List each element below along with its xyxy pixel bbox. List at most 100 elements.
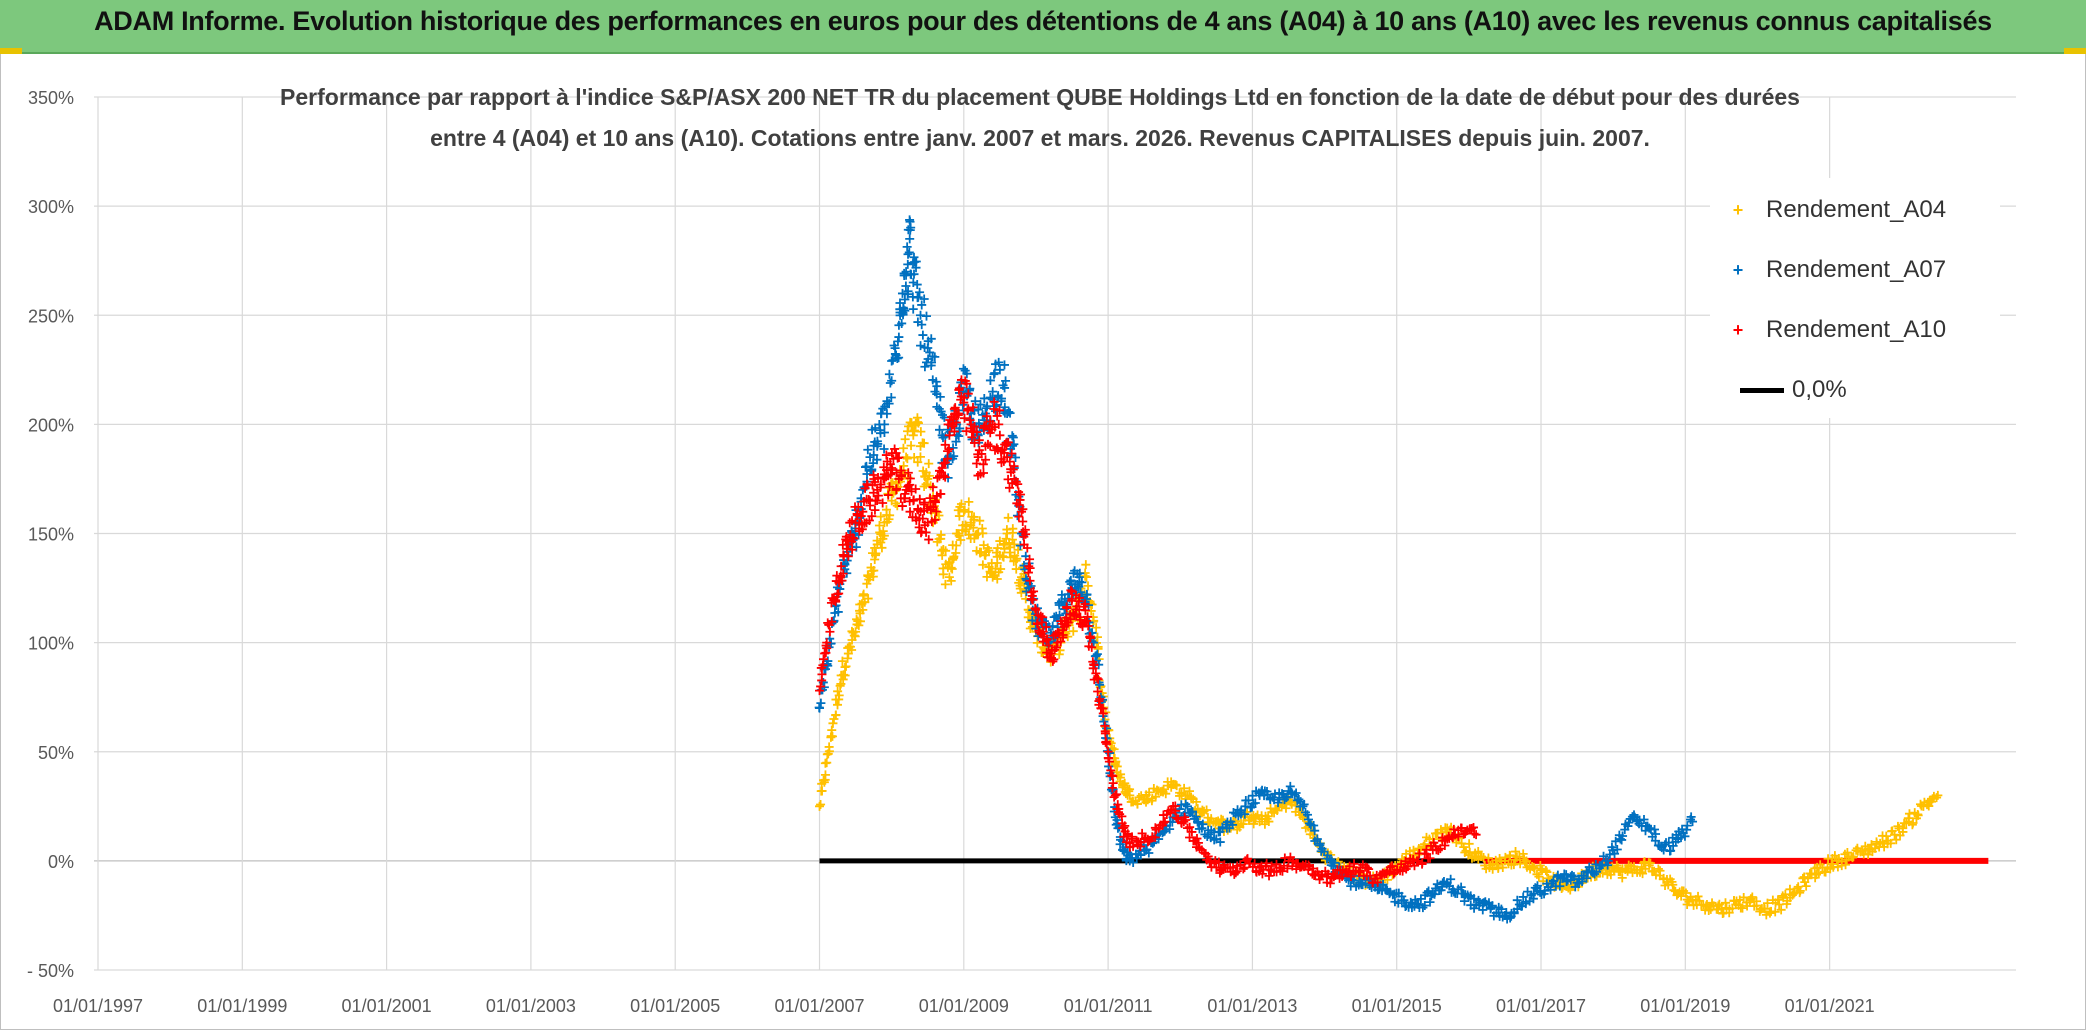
data-point xyxy=(1005,457,1015,467)
data-point xyxy=(900,434,910,444)
data-point xyxy=(1435,844,1445,854)
data-point xyxy=(879,531,889,541)
y-tick-label: 250% xyxy=(28,306,74,326)
data-point xyxy=(816,698,826,708)
data-point xyxy=(915,494,925,504)
data-point xyxy=(1762,898,1772,908)
data-point xyxy=(984,545,994,555)
data-point xyxy=(1555,881,1565,891)
data-point xyxy=(1933,790,1943,800)
data-point xyxy=(1028,595,1038,605)
data-point xyxy=(1774,900,1784,910)
data-point xyxy=(903,259,913,269)
data-point xyxy=(1302,810,1312,820)
data-point xyxy=(970,396,980,406)
data-point xyxy=(969,438,979,448)
data-point xyxy=(865,500,875,510)
data-point xyxy=(999,539,1009,549)
data-point xyxy=(1440,840,1450,850)
data-point xyxy=(834,589,844,599)
data-point xyxy=(1651,829,1661,839)
data-point xyxy=(1546,885,1556,895)
data-point xyxy=(879,419,889,429)
data-point xyxy=(1686,812,1696,822)
data-point xyxy=(1011,564,1021,574)
data-point xyxy=(1002,452,1012,462)
data-point xyxy=(863,594,873,604)
data-point xyxy=(900,493,910,503)
data-point xyxy=(973,405,983,415)
data-point xyxy=(1449,824,1459,834)
data-point xyxy=(1187,827,1197,837)
data-point xyxy=(853,502,863,512)
data-point xyxy=(888,355,898,365)
data-point xyxy=(827,725,837,735)
data-point xyxy=(1262,858,1272,868)
data-point xyxy=(1720,898,1730,908)
y-tick-label: 150% xyxy=(28,525,74,545)
data-point xyxy=(1025,563,1035,573)
data-point xyxy=(871,548,881,558)
data-point xyxy=(970,421,980,431)
data-point xyxy=(1908,818,1918,828)
data-point xyxy=(1464,839,1474,849)
data-point xyxy=(1487,901,1497,911)
data-point xyxy=(833,700,843,710)
data-point xyxy=(965,415,975,425)
data-point xyxy=(994,419,1004,429)
data-point xyxy=(1325,854,1335,864)
data-point xyxy=(1330,858,1340,868)
data-point xyxy=(1104,757,1114,767)
data-point xyxy=(1193,818,1203,828)
grid-layer xyxy=(94,96,2016,971)
data-point xyxy=(908,304,918,314)
data-point xyxy=(926,334,936,344)
data-point xyxy=(1032,618,1042,628)
data-point xyxy=(1264,817,1274,827)
data-point xyxy=(873,439,883,449)
data-point xyxy=(873,491,883,501)
data-point xyxy=(1232,866,1242,876)
data-point xyxy=(1458,889,1468,899)
data-point xyxy=(1160,817,1170,827)
data-point xyxy=(1052,642,1062,652)
data-point xyxy=(1193,838,1203,848)
data-point xyxy=(893,336,903,346)
data-point xyxy=(924,535,934,545)
data-point xyxy=(902,454,912,464)
data-point xyxy=(897,501,907,511)
data-point xyxy=(1267,861,1277,871)
data-point xyxy=(886,469,896,479)
data-point xyxy=(1913,810,1923,820)
data-point xyxy=(841,534,851,544)
data-point xyxy=(863,445,873,455)
data-point xyxy=(956,499,966,509)
data-point xyxy=(1611,836,1621,846)
data-point xyxy=(985,375,995,385)
data-point xyxy=(1776,905,1786,915)
data-point xyxy=(1417,858,1427,868)
data-point xyxy=(1249,819,1259,829)
data-point xyxy=(992,558,1002,568)
data-point xyxy=(891,448,901,458)
data-point xyxy=(901,281,911,291)
data-point xyxy=(956,535,966,545)
data-point xyxy=(1298,801,1308,811)
data-point xyxy=(1031,605,1041,615)
data-point xyxy=(1446,874,1456,884)
data-point xyxy=(1282,863,1292,873)
data-point xyxy=(1107,770,1117,780)
data-point xyxy=(885,510,895,520)
data-point xyxy=(1645,858,1655,868)
x-tick-label: 01/01/2003 xyxy=(486,996,576,1016)
data-point xyxy=(912,280,922,290)
data-point xyxy=(877,543,887,553)
data-point xyxy=(1048,621,1058,631)
legend-item-a07: + Rendement_A07 xyxy=(1710,250,1946,290)
x-tick-label: 01/01/2019 xyxy=(1640,996,1730,1016)
data-point xyxy=(879,427,889,437)
data-point xyxy=(1041,622,1051,632)
data-point xyxy=(1185,786,1195,796)
data-point xyxy=(1093,686,1103,696)
data-point xyxy=(938,569,948,579)
